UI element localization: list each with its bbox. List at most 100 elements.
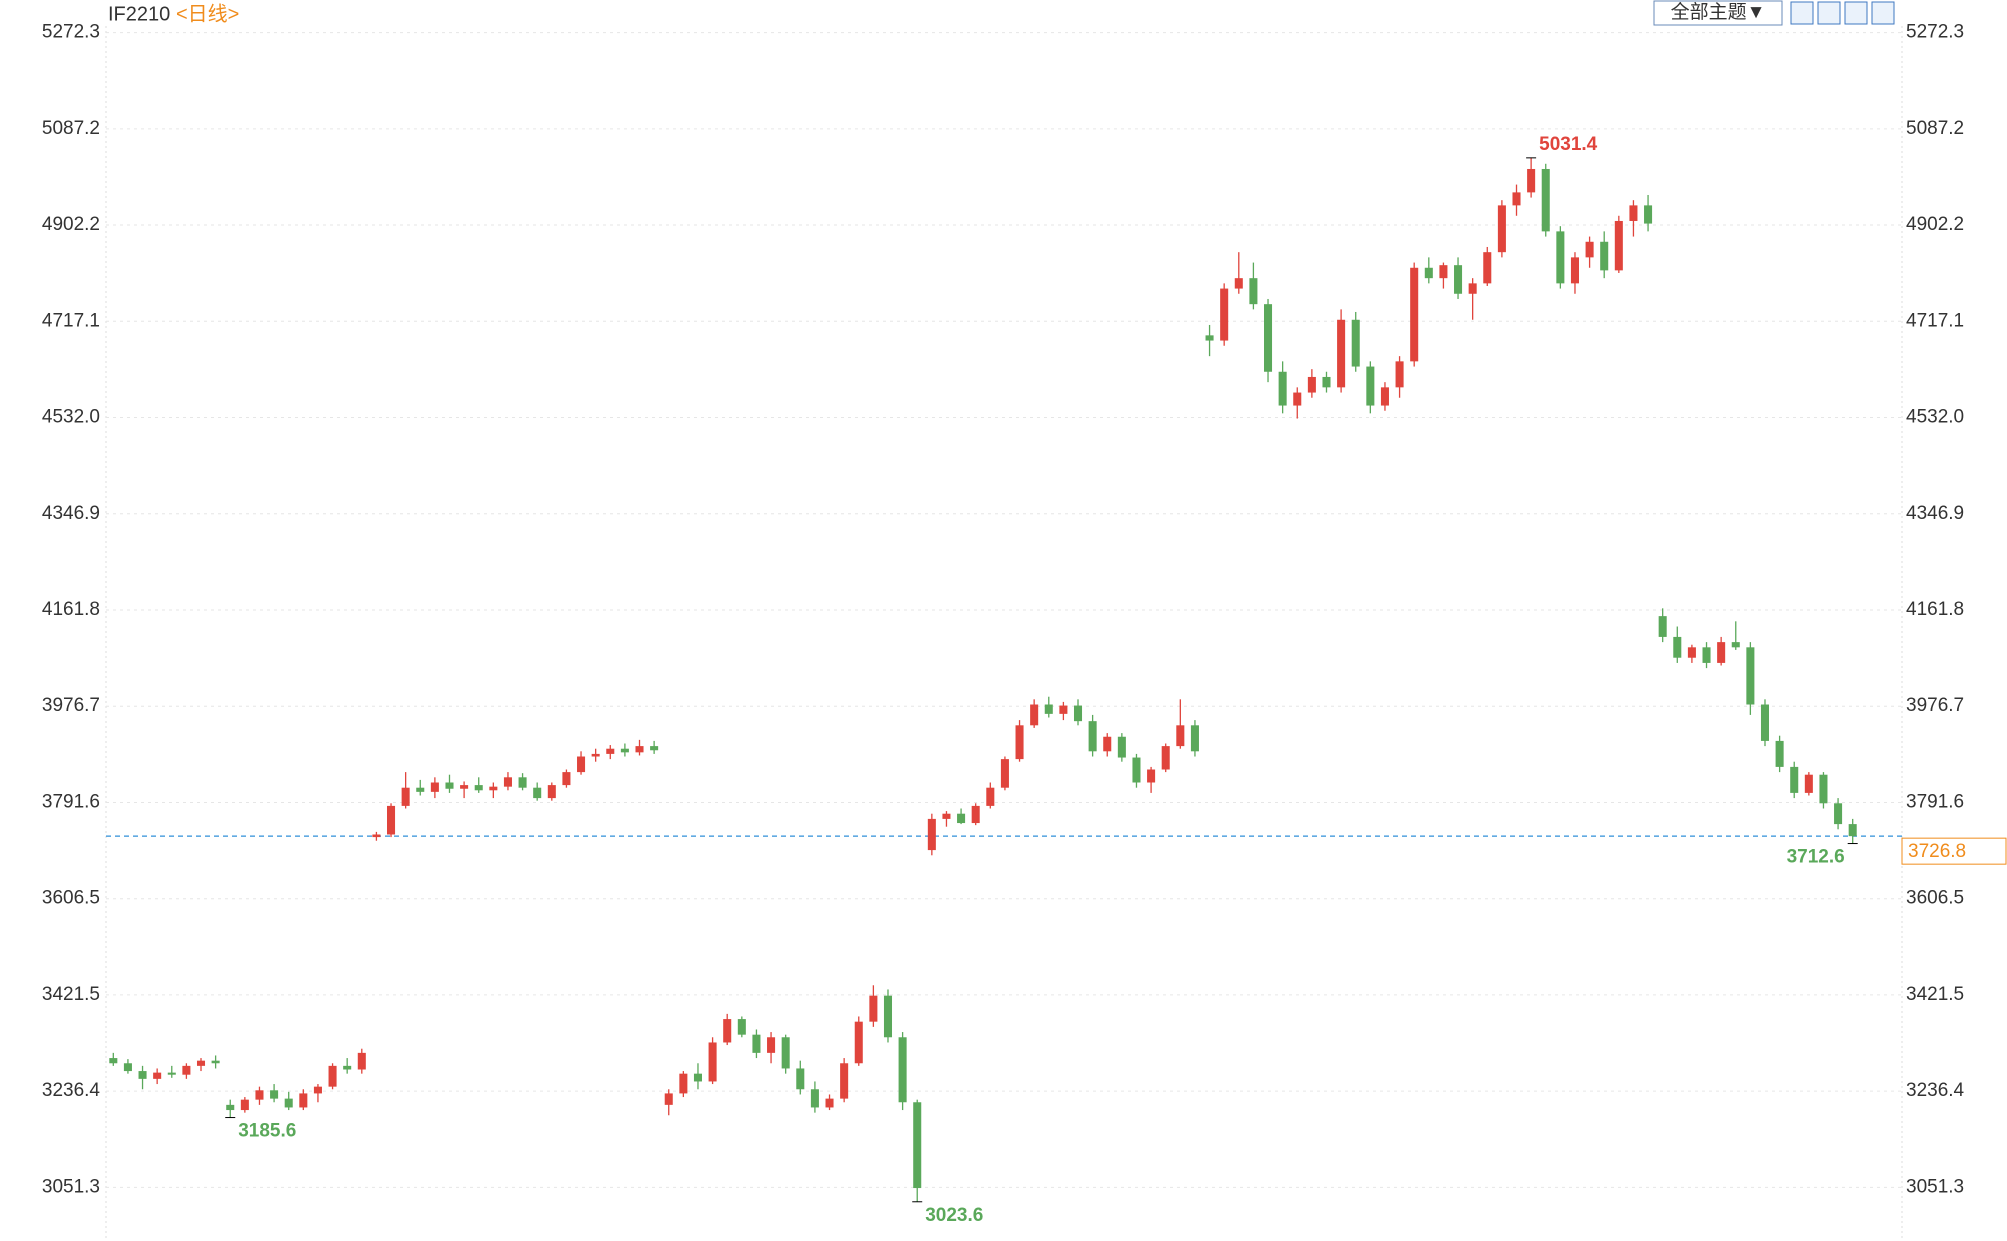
candle-body — [1834, 803, 1843, 825]
candle-body — [372, 834, 381, 838]
candle-body — [883, 995, 893, 1038]
low-label: 3023.6 — [925, 1205, 983, 1226]
candle-body — [1205, 335, 1214, 341]
candle-body — [284, 1098, 293, 1108]
candle-body — [1585, 241, 1594, 258]
candle-body — [1790, 766, 1799, 793]
tool-icon[interactable] — [1871, 1, 1895, 25]
symbol: IF2210 — [108, 3, 170, 25]
tool-icon[interactable] — [1844, 1, 1868, 25]
candle-body — [445, 782, 454, 789]
y-tick-label-right: 3421.5 — [1906, 984, 1964, 1005]
candle-body — [1497, 205, 1506, 253]
y-tick-label-right: 4161.8 — [1906, 599, 1964, 620]
tool-icon[interactable] — [1817, 1, 1841, 25]
candle-body — [957, 813, 966, 824]
candle-body — [1848, 824, 1857, 837]
candle-body — [1073, 705, 1083, 722]
candle-body — [577, 756, 586, 773]
candle-body — [1366, 366, 1375, 406]
candle-body — [1600, 241, 1609, 271]
candle-body — [1176, 725, 1185, 747]
theme-button[interactable] — [1653, 0, 1783, 26]
candle-body — [270, 1090, 279, 1099]
candle-body — [898, 1037, 907, 1103]
candle-body — [1570, 257, 1579, 284]
candle-body — [1117, 736, 1126, 758]
candle-body — [109, 1058, 118, 1064]
candle-body — [737, 1019, 746, 1035]
candle-body — [1234, 278, 1243, 289]
candle-body — [357, 1052, 366, 1070]
y-tick-label-right: 5272.3 — [1906, 22, 1964, 43]
candle-body — [1351, 319, 1360, 367]
candle-body — [255, 1090, 264, 1100]
candle-body — [123, 1063, 132, 1072]
y-tick-label: 3791.6 — [42, 791, 100, 812]
candle-body — [869, 995, 878, 1022]
candle-body — [840, 1063, 849, 1099]
y-tick-label: 3421.5 — [42, 984, 100, 1005]
candle-body — [723, 1019, 732, 1043]
candle-body — [1307, 376, 1316, 393]
candle-body — [196, 1060, 206, 1066]
candle-body — [1161, 746, 1170, 770]
candle-body — [430, 782, 439, 792]
candle-body — [1088, 721, 1097, 752]
candle-body — [1687, 647, 1696, 658]
tool-icon[interactable] — [1790, 1, 1814, 25]
candle-body — [1190, 725, 1199, 752]
y-tick-label: 4902.2 — [42, 214, 100, 235]
candle-body — [1439, 265, 1448, 279]
candle-body — [708, 1042, 717, 1082]
candle-body — [1819, 774, 1828, 804]
y-tick-label: 4161.8 — [42, 599, 100, 620]
y-tick-label-right: 4532.0 — [1906, 407, 1964, 428]
candle-body — [810, 1089, 819, 1108]
y-tick-label: 3976.7 — [42, 695, 100, 716]
theme-button-label[interactable]: 全部主题▼ — [1671, 1, 1766, 23]
y-tick-label: 3236.4 — [42, 1080, 101, 1101]
candle-body — [1804, 774, 1813, 793]
candle-body — [796, 1068, 805, 1090]
candle-body — [401, 787, 410, 806]
candle-body — [1030, 704, 1039, 726]
candle-body — [474, 785, 483, 791]
candle-body — [620, 748, 629, 753]
y-tick-label-right: 4346.9 — [1906, 503, 1964, 524]
candle-body — [1556, 231, 1565, 284]
toolbar: 全部主题▼ — [1653, 0, 1895, 26]
candle-body — [182, 1065, 191, 1075]
y-tick-label-right: 3606.5 — [1906, 888, 1964, 909]
candle-body — [986, 787, 995, 806]
candle-body — [650, 746, 659, 751]
candle-body — [518, 777, 527, 788]
candle-body — [547, 785, 556, 799]
y-tick-label-right: 4717.1 — [1906, 310, 1964, 331]
candle-body — [1044, 704, 1053, 714]
candle-body — [1775, 740, 1784, 767]
y-tick-label: 4346.9 — [42, 503, 100, 524]
candle-body — [1746, 647, 1755, 705]
candle-body — [1644, 205, 1653, 224]
high-label: 5031.4 — [1539, 134, 1598, 155]
y-tick-label: 5087.2 — [42, 118, 100, 139]
candle-body — [927, 818, 936, 851]
candle-body — [693, 1073, 702, 1082]
candle-body — [1527, 168, 1536, 193]
candle-body — [1468, 283, 1477, 294]
candle-body — [167, 1072, 176, 1075]
candle-body — [240, 1099, 249, 1111]
candle-body — [767, 1037, 776, 1053]
candle-body — [1541, 168, 1550, 232]
candle-body — [343, 1065, 352, 1070]
candle-body — [1380, 387, 1389, 406]
candle-body — [1337, 319, 1346, 388]
period: <日线> — [176, 2, 239, 25]
candle-body — [489, 786, 498, 791]
candle-body — [1629, 205, 1638, 221]
candle-body — [1702, 647, 1711, 663]
candle-body — [562, 772, 571, 786]
candle-body — [942, 813, 951, 819]
candle-body — [1454, 265, 1463, 294]
